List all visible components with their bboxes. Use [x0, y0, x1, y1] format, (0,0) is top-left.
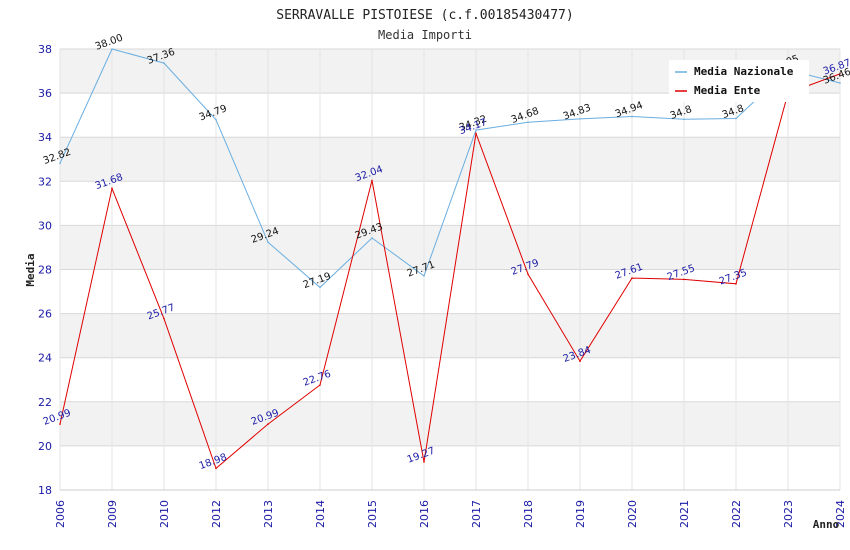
- x-tick-label: 2017: [470, 500, 483, 528]
- data-point: [371, 237, 373, 239]
- data-point: [631, 277, 633, 279]
- x-tick-label: 2021: [678, 500, 691, 528]
- band: [60, 401, 840, 446]
- data-point: [735, 283, 737, 285]
- legend-label-ente: Media Ente: [694, 84, 761, 97]
- x-tick-label: 2013: [262, 500, 275, 528]
- x-axis-ticks: 2006 2009 2010 2012 2013 2014 2015 2016 2017 2018…: [54, 500, 847, 528]
- data-point: [839, 73, 841, 75]
- x-tick-label: 2019: [574, 500, 587, 528]
- data-point: [59, 162, 61, 165]
- data-point: [423, 461, 425, 463]
- background-bands: [60, 49, 840, 490]
- legend: Media Nazionale Media Ente: [669, 60, 809, 102]
- y-tick-label: 38: [38, 43, 52, 56]
- band: [60, 357, 840, 402]
- x-tick-label: 2018: [522, 500, 535, 528]
- data-point: [579, 118, 581, 120]
- chart-title: SERRAVALLE PISTOIESE (c.f.00185430477): [276, 8, 573, 23]
- band: [60, 313, 840, 358]
- x-tick-label: 2012: [210, 500, 223, 528]
- data-point: [215, 467, 217, 470]
- y-tick-label: 34: [38, 131, 52, 144]
- data-point: [735, 117, 737, 120]
- legend-label-nazionale: Media Nazionale: [694, 65, 794, 78]
- x-tick-label: 2024: [834, 500, 847, 528]
- y-axis-ticks: 18 20 22 24 26 28 30 32 34 36 38: [38, 43, 52, 497]
- data-point: [475, 132, 477, 135]
- data-point: [579, 360, 581, 363]
- band: [60, 137, 840, 182]
- data-point: [267, 423, 269, 425]
- y-tick-label: 36: [38, 87, 52, 100]
- x-tick-label: 2020: [626, 500, 639, 528]
- band: [60, 269, 840, 314]
- data-point: [475, 129, 477, 131]
- data-point: [111, 187, 113, 190]
- data-point: [163, 317, 165, 320]
- data-point: [839, 82, 841, 84]
- y-axis-label: Media: [24, 253, 37, 286]
- x-tick-label: 2009: [106, 500, 119, 528]
- y-tick-label: 20: [38, 440, 52, 453]
- y-tick-label: 18: [38, 484, 52, 497]
- x-axis-label: Anno: [813, 518, 840, 531]
- x-tick-label: 2022: [730, 500, 743, 528]
- data-point: [215, 118, 217, 121]
- y-tick-label: 30: [38, 219, 52, 232]
- series-line-1: [59, 73, 841, 470]
- data-point: [423, 275, 425, 277]
- x-tick-label: 2006: [54, 500, 67, 528]
- series-lines: [59, 48, 841, 470]
- band: [60, 225, 840, 270]
- data-point: [527, 273, 529, 275]
- x-tick-label: 2014: [314, 500, 327, 528]
- y-tick-label: 24: [38, 352, 52, 365]
- band: [60, 445, 840, 490]
- data-point: [319, 384, 321, 386]
- x-tick-label: 2010: [158, 500, 171, 528]
- x-tick-label: 2016: [418, 500, 431, 528]
- legend-box: [669, 60, 809, 102]
- data-point: [631, 115, 633, 118]
- y-tick-label: 32: [38, 175, 52, 188]
- data-point: [683, 118, 685, 121]
- x-tick-label: 2015: [366, 500, 379, 528]
- data-point: [371, 179, 373, 182]
- data-point: [683, 278, 685, 281]
- data-point: [163, 62, 165, 64]
- x-tick-label: 2023: [782, 500, 795, 528]
- chart-subtitle: Media Importi: [378, 28, 472, 42]
- data-point: [267, 241, 269, 243]
- data-point: [319, 286, 321, 289]
- data-point: [59, 423, 61, 425]
- series-line-0: [59, 48, 841, 289]
- y-tick-label: 28: [38, 264, 52, 277]
- data-point: [527, 121, 529, 124]
- gridlines: [59, 48, 841, 491]
- y-tick-label: 26: [38, 308, 52, 321]
- data-point: [111, 48, 113, 50]
- y-tick-label: 22: [38, 396, 52, 409]
